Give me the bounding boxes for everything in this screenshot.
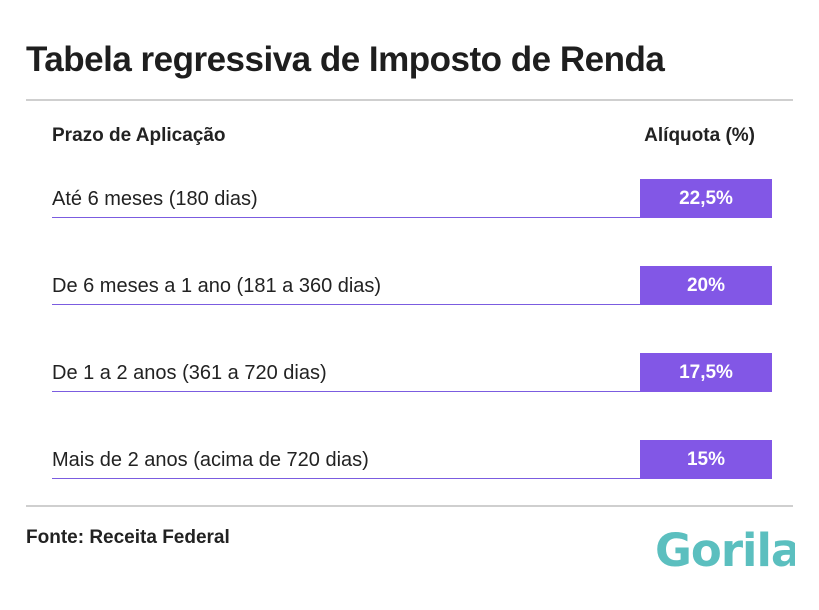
rate-badge: 22,5%	[640, 179, 772, 218]
logo-text: Gorila	[655, 524, 795, 577]
row-term: De 6 meses a 1 ano (181 a 360 dias)	[52, 275, 382, 297]
rate-badge: 15%	[640, 440, 772, 479]
rate-badge: 20%	[640, 266, 772, 305]
table-row: Mais de 2 anos (acima de 720 dias) 15%	[52, 440, 772, 479]
gorila-logo: Gorila	[655, 524, 795, 577]
table-row: De 1 a 2 anos (361 a 720 dias) 17,5%	[52, 353, 772, 392]
page-title: Tabela regressiva de Imposto de Renda	[26, 40, 665, 79]
row-underline	[52, 478, 772, 479]
row-underline	[52, 391, 772, 392]
row-term: De 1 a 2 anos (361 a 720 dias)	[52, 362, 327, 384]
table-row: Até 6 meses (180 dias) 22,5%	[52, 179, 772, 218]
column-header-rate: Alíquota (%)	[644, 125, 755, 146]
column-header-term: Prazo de Aplicação	[52, 125, 226, 146]
row-term: Mais de 2 anos (acima de 720 dias)	[52, 449, 369, 471]
source-note: Fonte: Receita Federal	[26, 527, 230, 548]
row-underline	[52, 217, 772, 218]
bottom-divider	[26, 505, 793, 507]
rate-badge: 17,5%	[640, 353, 772, 392]
row-underline	[52, 304, 772, 305]
top-divider	[26, 99, 793, 101]
row-term: Até 6 meses (180 dias)	[52, 188, 258, 210]
table-row: De 6 meses a 1 ano (181 a 360 dias) 20%	[52, 266, 772, 305]
